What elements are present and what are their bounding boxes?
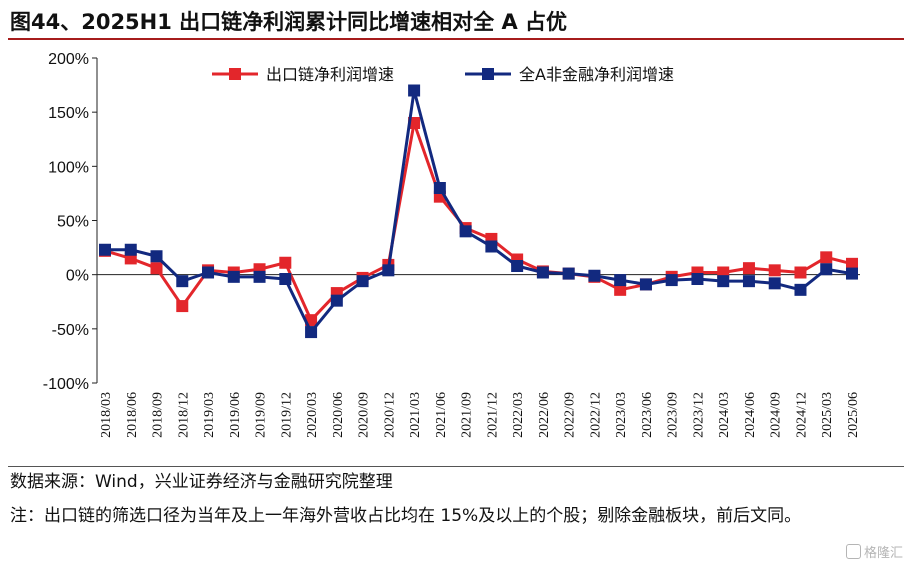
data-point-series-1 xyxy=(742,262,755,275)
y-tick-label: 100% xyxy=(48,159,89,176)
data-point-series-2 xyxy=(227,270,240,283)
y-tick-label: 200% xyxy=(48,51,89,68)
data-point-series-2 xyxy=(794,283,807,296)
data-point-series-2 xyxy=(691,273,704,285)
x-tick-label: 2022/06 xyxy=(537,392,552,438)
x-tick-label: 2021/06 xyxy=(434,392,449,438)
x-tick-label: 2024/06 xyxy=(743,392,758,438)
data-point-series-1 xyxy=(820,251,833,264)
data-point-series-2 xyxy=(536,266,549,279)
data-point-series-2 xyxy=(202,266,215,279)
y-tick-label: -100% xyxy=(43,376,89,393)
y-tick-label: -50% xyxy=(52,322,89,339)
watermark-logo-icon xyxy=(845,544,861,559)
data-point-series-2 xyxy=(99,243,111,256)
data-point-series-1 xyxy=(176,300,189,313)
data-point-series-2 xyxy=(253,270,266,283)
x-tick-label: 2023/12 xyxy=(691,392,706,438)
x-tick-label: 2021/12 xyxy=(485,392,500,438)
data-point-series-2 xyxy=(150,250,163,263)
data-point-series-2 xyxy=(742,275,755,288)
data-point-series-2 xyxy=(562,267,575,280)
x-tick-label: 2018/12 xyxy=(176,392,191,438)
data-point-series-2 xyxy=(124,243,137,256)
watermark: 格隆汇 xyxy=(845,542,903,561)
x-tick-label: 2023/06 xyxy=(640,392,655,438)
data-point-series-2 xyxy=(614,274,627,287)
data-point-series-2 xyxy=(408,84,421,97)
data-point-series-2 xyxy=(330,294,343,307)
y-tick-label: 50% xyxy=(57,214,89,231)
x-tick-label: 2021/09 xyxy=(460,392,475,438)
source-note: 数据来源：Wind，兴业证券经济与金融研究院整理 xyxy=(10,472,393,492)
x-tick-label: 2022/12 xyxy=(588,392,603,438)
legend-marker-1 xyxy=(229,68,241,80)
data-point-series-1 xyxy=(794,266,807,279)
data-point-series-2 xyxy=(846,267,858,280)
x-tick-label: 2020/03 xyxy=(305,392,320,438)
remark-note: 注：出口链的筛选口径为当年及上一年海外营收占比均在 15%及以上的个股；剔除金融… xyxy=(10,506,802,526)
data-point-series-2 xyxy=(305,326,318,339)
figure-title: 图44、2025H1 出口链净利润累计同比增速相对全 A 占优 xyxy=(10,10,568,34)
x-tick-label: 2019/09 xyxy=(254,392,269,438)
x-tick-label: 2024/12 xyxy=(794,392,809,438)
x-tick-label: 2018/09 xyxy=(151,392,166,438)
data-point-series-1 xyxy=(279,256,292,269)
y-tick-label: 150% xyxy=(48,105,89,122)
x-tick-label: 2019/12 xyxy=(279,392,294,438)
series-line-1 xyxy=(104,121,853,322)
x-tick-label: 2024/09 xyxy=(769,392,784,438)
data-point-series-2 xyxy=(588,269,601,282)
data-point-series-2 xyxy=(459,225,472,238)
data-point-series-1 xyxy=(150,262,163,275)
watermark-text: 格隆汇 xyxy=(863,546,903,561)
title-underline xyxy=(8,38,904,40)
data-point-series-2 xyxy=(485,240,498,253)
data-point-series-1 xyxy=(768,264,781,277)
x-tick-label: 2025/06 xyxy=(846,392,861,438)
data-point-series-2 xyxy=(279,273,292,285)
x-tick-label: 2022/09 xyxy=(563,392,578,438)
data-point-series-2 xyxy=(382,264,395,277)
data-point-series-2 xyxy=(356,275,369,288)
x-tick-label: 2025/03 xyxy=(820,392,835,438)
x-tick-label: 2020/06 xyxy=(331,392,346,438)
line-chart: -100% -50% 0% 50% 100% 150% 200% 2018/03 2018/06… xyxy=(43,51,861,438)
data-point-series-2 xyxy=(820,263,833,276)
series-line-2 xyxy=(105,89,853,334)
x-tick-label: 2022/03 xyxy=(511,392,526,438)
data-point-series-2 xyxy=(639,278,652,291)
data-point-series-1 xyxy=(614,283,627,296)
y-tick-label: 0% xyxy=(66,268,89,285)
data-point-series-1 xyxy=(846,257,858,270)
legend-label-2: 全A非金融净利润增速 xyxy=(519,65,674,84)
data-point-series-2 xyxy=(665,274,678,287)
x-tick-label: 2023/09 xyxy=(666,392,681,438)
legend-marker-2 xyxy=(482,68,494,80)
data-point-series-2 xyxy=(511,260,524,272)
x-tick-label: 2020/09 xyxy=(357,392,372,438)
data-point-series-2 xyxy=(717,275,730,288)
x-tick-label: 2019/03 xyxy=(202,392,217,438)
x-tick-label: 2019/06 xyxy=(228,392,243,438)
x-tick-label: 2018/03 xyxy=(99,392,114,438)
data-point-series-2 xyxy=(768,277,781,290)
data-point-series-2 xyxy=(176,275,189,288)
x-tick-label: 2018/06 xyxy=(125,392,140,438)
x-tick-label: 2023/03 xyxy=(614,392,629,438)
legend-label-1: 出口链净利润增速 xyxy=(266,65,394,84)
data-point-series-2 xyxy=(433,182,446,194)
x-tick-label: 2024/03 xyxy=(717,392,732,438)
x-tick-label: 2021/03 xyxy=(408,392,423,438)
notes-divider xyxy=(8,466,904,467)
x-tick-label: 2020/12 xyxy=(382,392,397,438)
